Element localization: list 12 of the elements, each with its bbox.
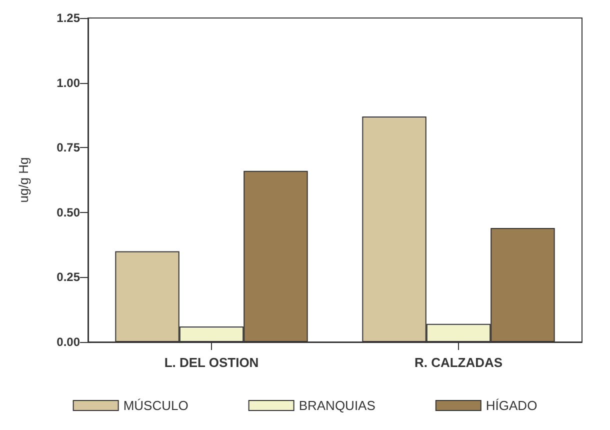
- y-tick-label: 1.00: [56, 76, 80, 90]
- x-tick-label: R. CALZADAS: [414, 355, 503, 370]
- legend-label: HÍGADO: [486, 398, 538, 413]
- y-tick-label: 0.75: [56, 140, 80, 155]
- y-tick-label: 1.25: [56, 11, 80, 25]
- legend-label: BRANQUIAS: [298, 398, 376, 413]
- x-tick-label: L. DEL OSTION: [164, 355, 259, 370]
- y-tick-label: 0.50: [56, 205, 80, 220]
- y-axis-title: ug/g Hg: [16, 157, 31, 203]
- y-tick-label: 0.25: [56, 270, 80, 284]
- y-tick-label: 0.00: [56, 335, 80, 349]
- legend-label: MÚSCULO: [123, 398, 188, 413]
